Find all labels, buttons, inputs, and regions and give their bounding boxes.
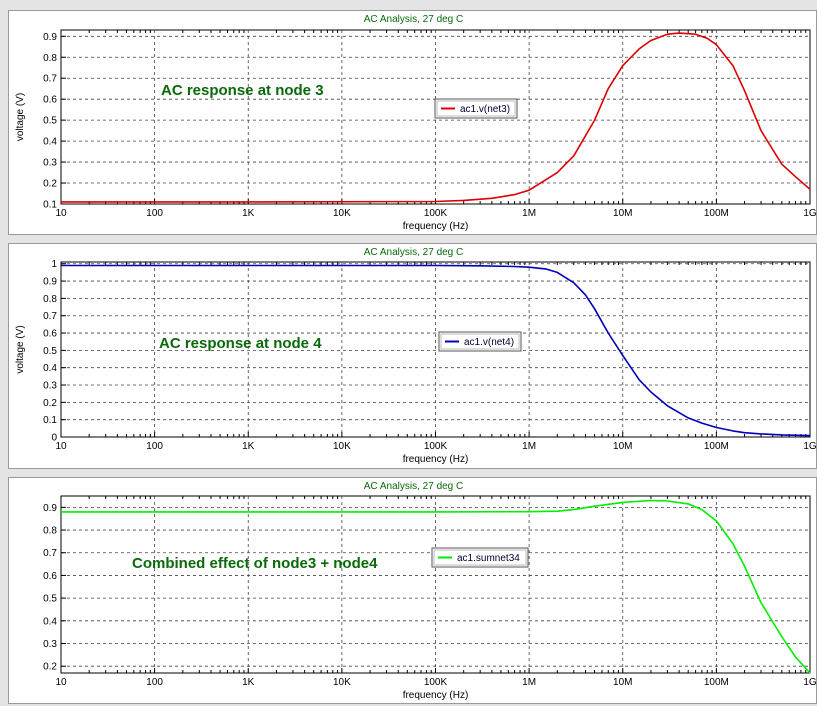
x-tick-label: 10 [55,208,67,219]
y-axis-label: voltage (V) [15,325,26,373]
x-tick-label: 1M [522,677,536,688]
legend-label: ac1.v(net4) [464,337,514,348]
x-tick-label: 100K [424,441,448,452]
x-tick-label: 10M [613,441,632,452]
chart-annotation: AC response at node 3 [161,82,324,99]
y-tick-label: 0.1 [43,415,57,426]
y-tick-label: 0.2 [43,662,57,673]
y-tick-label: 0.3 [43,639,57,650]
x-tick-label: 100M [704,677,729,688]
y-tick-label: 0.2 [43,179,57,190]
y-tick-label: 0.8 [43,53,57,64]
y-tick-label: 0.3 [43,381,57,392]
y-tick-label: 0.9 [43,32,57,43]
y-tick-label: 0.9 [43,503,57,514]
x-tick-label: 100 [146,441,163,452]
y-tick-label: 0.6 [43,329,57,340]
y-tick-label: 0.8 [43,294,57,305]
legend-inner-border [436,100,516,117]
y-tick-label: 0.8 [43,526,57,537]
x-tick-label: 10K [333,677,351,688]
chart-node4: AC Analysis, 27 deg C10 100 1K 10K 100K 1M 10M… [15,247,817,465]
x-tick-label: 10M [613,208,632,219]
x-tick-label: 100 [146,208,163,219]
series-line [61,499,811,674]
y-tick-label: 0.4 [43,616,57,627]
x-tick-label: 10K [333,208,351,219]
x-tick-label: 10 [55,677,67,688]
y-tick-label: 0.4 [43,363,57,374]
y-tick-label: 0.7 [43,311,57,322]
x-tick-label: 1G [803,677,817,688]
y-axis-label: voltage (V) [15,93,26,141]
chart-panel-combined: AC Analysis, 27 deg C 10 100 1K 10K 100K 1M 10M… [8,477,817,704]
y-tick-label: 0.5 [43,346,57,357]
x-tick-label: 100M [704,441,729,452]
x-tick-label: 100M [704,208,729,219]
x-tick-label: 1K [242,441,255,452]
x-tick-label: 100K [424,677,448,688]
x-tick-label: 1G [803,441,817,452]
legend-inner-border [440,333,520,350]
y-tick-label: 0.7 [43,74,57,85]
chart-annotation: AC response at node 4 [159,335,322,352]
chart-combined: AC Analysis, 27 deg C 10 100 1K 10K 100K 1M 10M… [43,481,817,701]
chart-annotation: Combined effect of node3 + node4 [132,555,378,572]
legend-label: ac1.v(net3) [460,104,510,115]
x-tick-label: 1G [803,208,817,219]
x-axis-label: frequency (Hz) [403,454,469,465]
legend: ac1.v(net4) [438,331,522,352]
series-line [61,264,811,437]
y-tick-label: 0.3 [43,158,57,169]
y-tick-label: 0.6 [43,95,57,106]
x-axis-label: frequency (Hz) [403,221,469,232]
y-tick-label: 0.4 [43,137,57,148]
legend: ac1.v(net3) [434,98,518,119]
legend-label: ac1.sumnet34 [457,553,520,564]
legend-box [431,547,529,568]
y-tick-label: 0.9 [43,277,57,288]
legend: ac1.sumnet34 [431,547,529,568]
x-tick-label: 1M [522,208,536,219]
chart-panel-node4: AC Analysis, 27 deg C 10 100 1K 10K 100K 1M 10M… [8,243,817,469]
y-tick-label: 0 [51,433,57,444]
x-tick-label: 10K [333,441,351,452]
y-tick-label: 0.7 [43,548,57,559]
chart-title: AC Analysis, 27 deg C [364,14,464,25]
x-tick-label: 1K [242,208,255,219]
x-tick-label: 1M [522,441,536,452]
legend-box [438,331,522,352]
y-tick-label: 0.5 [43,116,57,127]
x-tick-label: 100K [424,208,448,219]
y-tick-label: 0.2 [43,398,57,409]
chart-title: AC Analysis, 27 deg C [364,247,464,258]
y-tick-label: 0.1 [43,200,57,211]
legend-box [434,98,518,119]
chart-node3: AC Analysis, 27 deg C 10 100 1K 10K 100K 1M 10M… [15,14,817,232]
y-tick-label: 1 [51,259,57,270]
x-tick-label: 100 [146,677,163,688]
legend-inner-border [433,549,527,566]
x-tick-label: 10M [613,677,632,688]
y-tick-label: 0.6 [43,571,57,582]
series-line [61,32,811,203]
chart-title: AC Analysis, 27 deg C [364,481,464,492]
y-tick-label: 0.5 [43,594,57,605]
x-tick-label: 1K [242,677,255,688]
x-axis-label: frequency (Hz) [403,690,469,701]
chart-panel-node3: AC Analysis, 27 deg C 10 100 1K 10K 100K 1M 10M… [8,10,817,235]
x-tick-label: 10 [55,441,67,452]
